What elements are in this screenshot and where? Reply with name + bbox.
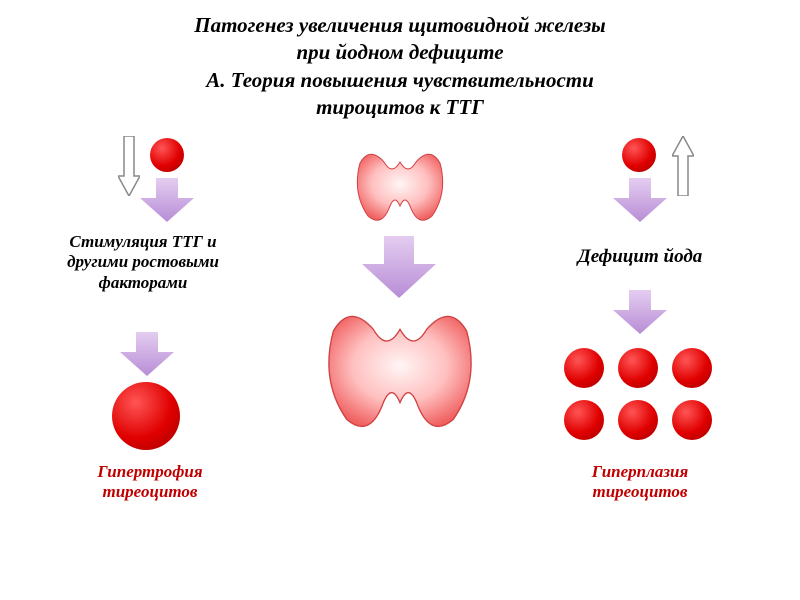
grid-cell: [564, 348, 604, 388]
title-line4: тироцитов к ТТГ: [40, 94, 760, 121]
slide-title: Патогенез увеличения щитовидной железы п…: [0, 4, 800, 121]
iodine-deficit-label: Дефицит йода: [540, 246, 740, 269]
stimulation-label: Стимуляция ТТГ и другими ростовыми факто…: [48, 232, 238, 293]
title-line1: Патогенез увеличения щитовидной железы: [40, 12, 760, 39]
thyrocyte-hyperplasia-grid: [564, 348, 720, 448]
thyroid-small-icon: [350, 148, 450, 226]
hypertrophy-label: Гипертрофия тиреоцитов: [60, 462, 240, 503]
purple-arrow-center: [362, 236, 436, 298]
grid-cell: [564, 400, 604, 440]
grid-cell: [672, 400, 712, 440]
purple-arrow-right-2: [613, 290, 667, 334]
outline-up-arrow-right: [672, 136, 694, 196]
title-line2: при йодном дефиците: [40, 39, 760, 66]
grid-cell: [672, 348, 712, 388]
thyrocyte-hypertrophied: [112, 382, 180, 450]
title-line3: А. Теория повышения чувствительности: [40, 67, 760, 94]
thyrocyte-small-right: [622, 138, 656, 172]
grid-cell: [618, 348, 658, 388]
hyperplasia-label: Гиперплазия тиреоцитов: [550, 462, 730, 503]
grid-cell: [618, 400, 658, 440]
outline-down-arrow-left: [118, 136, 140, 196]
thyrocyte-small-left: [150, 138, 184, 172]
thyroid-large-icon: [316, 306, 484, 436]
purple-arrow-left-1: [140, 178, 194, 222]
purple-arrow-right-1: [613, 178, 667, 222]
purple-arrow-left-2: [120, 332, 174, 376]
